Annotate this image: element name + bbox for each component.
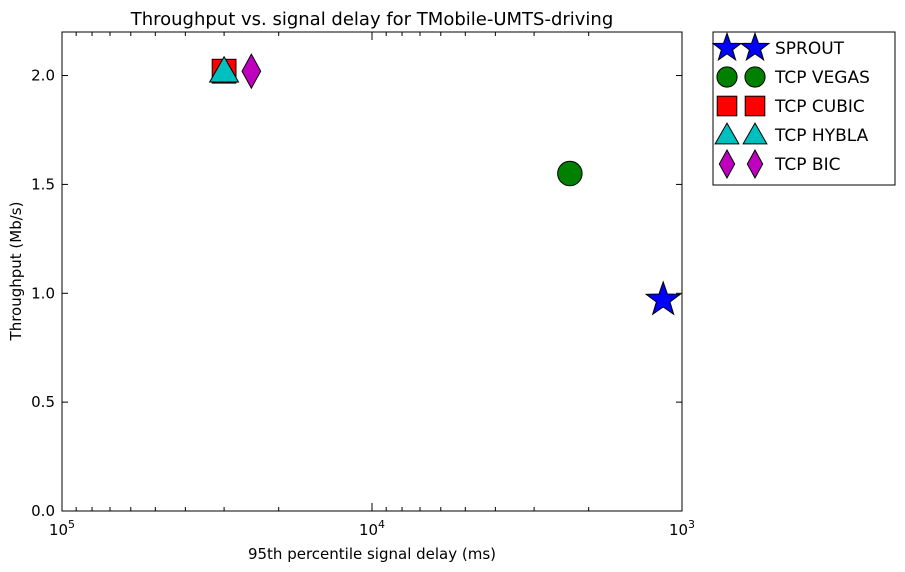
legend-marker-tcp-hybla [714, 122, 740, 145]
marker-tcp-vegas [557, 160, 583, 187]
x-tick-label: 103 [669, 518, 695, 539]
legend-marker-tcp-vegas [716, 66, 738, 88]
chart-title: Throughput vs. signal delay for TMobile-… [130, 9, 614, 30]
y-tick-label: 1.5 [31, 175, 55, 193]
plot-frame [61, 31, 683, 512]
axis-ticks: 0.0 0.5 1.0 1.5 2.0 105 104 103 [31, 32, 695, 539]
y-axis-label: Throughput (Mb/s) [7, 202, 25, 342]
legend-marker-tcp-hybla-2 [742, 122, 768, 145]
legend-marker-tcp-cubic-2 [744, 95, 766, 117]
legend-label-tcp-hybla: TCP HYBLA [774, 126, 869, 146]
y-tick-label: 2.0 [31, 67, 55, 85]
y-tick-label: 0.0 [31, 502, 55, 520]
legend-box [712, 31, 896, 186]
legend-marker-tcp-cubic [716, 95, 738, 117]
marker-sprout [644, 280, 682, 316]
data-markers [208, 53, 682, 316]
y-tick-label: 0.5 [31, 393, 55, 411]
legend-label-tcp-bic: TCP BIC [774, 155, 840, 175]
legend-label-sprout: SPROUT [775, 39, 845, 59]
legend-marker-tcp-bic [718, 148, 736, 180]
x-tick-label: 105 [49, 518, 75, 539]
legend-marker-tcp-bic-2 [746, 148, 764, 180]
legend-marker-sprout [711, 31, 743, 62]
legend: SPROUT TCP VEGAS TCP CUBIC TCP HYBLA TCP BIC [711, 31, 896, 186]
marker-tcp-hybla [208, 55, 240, 83]
legend-marker-sprout-2 [739, 31, 771, 62]
marker-tcp-bic [241, 53, 262, 90]
x-axis-label: 95th percentile signal delay (ms) [248, 545, 496, 563]
legend-label-tcp-vegas: TCP VEGAS [774, 68, 870, 88]
legend-marker-tcp-vegas-2 [744, 66, 766, 88]
y-tick-label: 1.0 [31, 284, 55, 302]
x-tick-label: 104 [359, 518, 385, 539]
legend-label-tcp-cubic: TCP CUBIC [774, 97, 865, 117]
